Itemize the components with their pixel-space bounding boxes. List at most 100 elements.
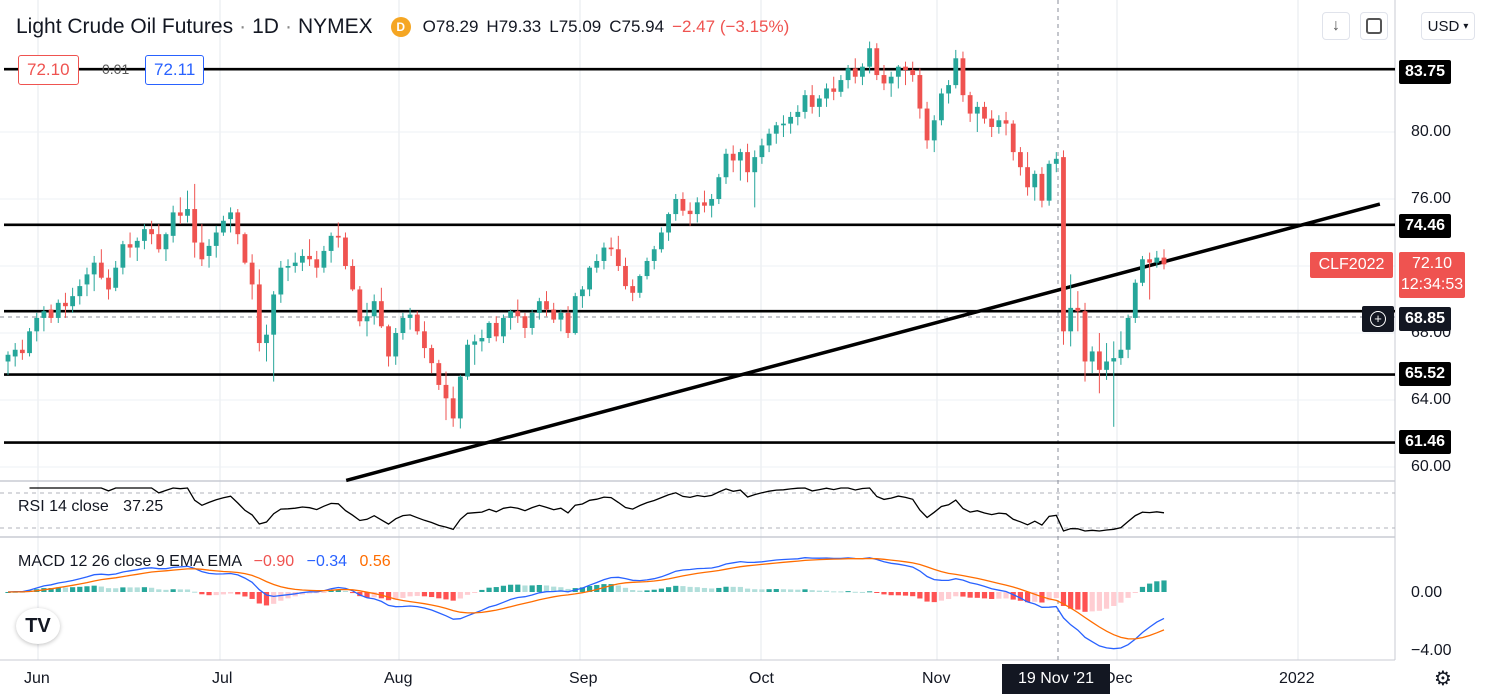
candle-body [1032,173,1038,188]
price-tick: 64.00 [1411,391,1452,408]
candle-body [364,316,370,322]
candle-body [328,235,334,251]
macd-histogram-bar [594,585,600,592]
candle-body [48,309,54,318]
candle-body [1075,307,1081,312]
add-alert-button[interactable]: + [1362,306,1394,332]
delayed-badge[interactable]: D [390,17,411,37]
candle-body [1061,157,1066,332]
macd-histogram-bar [464,592,471,595]
candle-body [996,120,1002,127]
macd-histogram-bar [981,592,988,599]
candle-body [472,341,478,345]
macd-histogram-bar [443,592,449,600]
sell-button[interactable]: 72.10 [18,55,79,85]
interval-label[interactable]: 1D [252,15,279,38]
plus-circle-icon: + [1370,311,1386,327]
macd-histogram-bar [974,592,980,598]
price-tick: 80.00 [1411,123,1452,140]
candle-body [206,245,212,256]
level-tag: 83.75 [1399,60,1452,84]
macd-histogram-bar [586,585,593,592]
candle-body [1118,349,1124,359]
candle-body [343,237,348,266]
candle-body [1053,158,1059,164]
macd-histogram-bar [515,584,521,592]
macd-histogram-bar [84,586,90,592]
macd-histogram-bar [931,592,937,603]
macd-histogram-bar [558,587,564,592]
symbol-name[interactable]: Light Crude Oil Futures [16,15,234,38]
rsi-value: 37.25 [123,498,164,515]
macd-histogram-bar [917,592,923,599]
time-label: Jul [212,670,233,687]
candle-body [465,344,470,377]
currency-label: USD [1427,17,1460,35]
macd-histogram-bar [780,589,787,592]
candle-body [824,88,829,99]
macd-histogram-bar [407,592,413,597]
macd-histogram-bar [802,589,808,592]
candle-body [953,58,959,86]
macd-histogram-bar [91,585,97,592]
candle-body [429,348,435,364]
macd-label[interactable]: MACD 12 26 close 9 EMA EMA −0.90 −0.34 0… [18,553,391,571]
buy-button[interactable]: 72.11 [145,55,205,85]
macd-histogram-bar [622,587,629,592]
macd-histogram-bar [608,584,614,592]
candle-body [199,242,205,260]
candle-body [163,234,169,250]
macd-histogram-bar [271,592,277,604]
macd-histogram-bar [953,592,959,597]
macd-histogram-bar [493,587,499,592]
candle-body [888,76,894,84]
candle-body [1132,282,1138,318]
fullscreen-button[interactable] [1360,12,1388,40]
download-button[interactable]: ↓ [1322,12,1350,40]
candle-body [960,58,966,96]
low-value: L75.09 [549,17,602,36]
macd-histogram-bar [1024,592,1031,603]
candle-body [221,220,226,233]
currency-selector[interactable]: USD ▾ [1421,12,1475,40]
macd-histogram-bar [1082,592,1088,612]
candle-body [55,302,61,318]
time-label: Oct [749,670,774,687]
candle-body [1003,120,1009,124]
exchange-label: NYMEX [297,15,373,38]
macd-histogram-bar [242,592,248,597]
candle-body [271,294,277,335]
macd-histogram-bar [673,585,679,592]
signal-line [7,557,1165,640]
macd-histogram-bar [364,592,370,598]
candle-body [156,234,162,250]
candle-body [98,262,104,278]
time-label: 2022 [1279,670,1315,687]
macd-histogram-bar [184,589,191,592]
candle-body [838,80,844,92]
macd-histogram-bar [342,590,349,592]
macd-histogram-bar [249,592,255,599]
candle-body [630,286,636,293]
candle-body [544,301,549,310]
macd-histogram-bar [630,589,636,592]
macd-histogram-bar [665,587,672,592]
candle-body [601,247,607,261]
candle-body [1104,361,1109,370]
gear-icon[interactable]: ⚙ [1434,668,1452,690]
rsi-label[interactable]: RSI 14 close 37.25 [18,498,163,516]
time-label: Sep [569,670,598,687]
macd-histogram-bar [350,592,356,594]
macd-histogram-bar [1068,592,1074,609]
tradingview-logo[interactable]: TV [16,608,60,644]
candle-body [192,209,198,243]
candle-body [501,317,506,337]
macd-histogram-bar [1132,592,1138,593]
macd-histogram-bar [852,591,858,593]
candle-body [19,349,25,354]
time-label: Nov [922,670,951,687]
candle-body [529,312,535,328]
candle-body [773,125,779,134]
candle-body [536,301,542,313]
